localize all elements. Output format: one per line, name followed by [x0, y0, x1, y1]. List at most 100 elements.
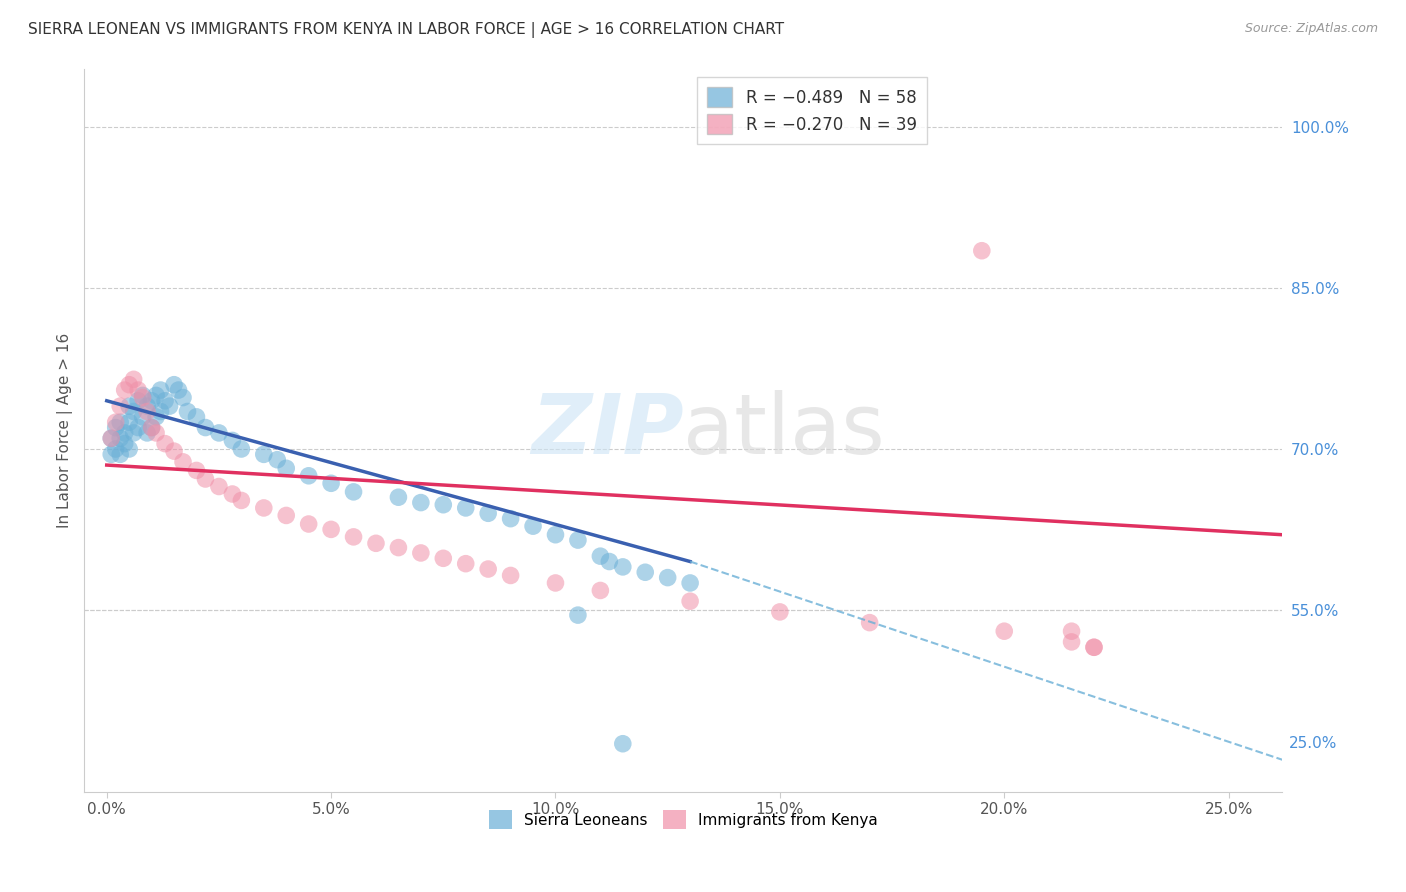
Y-axis label: In Labor Force | Age > 16: In Labor Force | Age > 16	[58, 333, 73, 528]
Point	[145, 425, 167, 440]
Text: SIERRA LEONEAN VS IMMIGRANTS FROM KENYA IN LABOR FORCE | AGE > 16 CORRELATION CH: SIERRA LEONEAN VS IMMIGRANTS FROM KENYA …	[28, 22, 785, 38]
Point	[342, 530, 364, 544]
Point	[477, 562, 499, 576]
Point	[159, 399, 181, 413]
Point	[136, 404, 159, 418]
Point	[298, 468, 321, 483]
Point	[194, 472, 217, 486]
Point	[136, 425, 159, 440]
Point	[679, 576, 702, 591]
Point	[208, 479, 231, 493]
Point	[145, 388, 167, 402]
Point	[172, 391, 194, 405]
Point	[172, 455, 194, 469]
Point	[253, 447, 276, 461]
Point	[454, 500, 477, 515]
Point	[454, 557, 477, 571]
Point	[342, 484, 364, 499]
Text: 25.0%: 25.0%	[1288, 736, 1337, 751]
Legend: Sierra Leoneans, Immigrants from Kenya: Sierra Leoneans, Immigrants from Kenya	[482, 804, 884, 835]
Point	[231, 493, 253, 508]
Point	[108, 447, 131, 461]
Point	[163, 377, 186, 392]
Point	[153, 393, 176, 408]
Point	[131, 409, 153, 424]
Point	[1083, 640, 1105, 655]
Point	[186, 409, 208, 424]
Point	[598, 555, 620, 569]
Point	[186, 463, 208, 477]
Point	[114, 436, 136, 450]
Point	[276, 508, 298, 523]
Point	[118, 377, 141, 392]
Point	[387, 541, 409, 555]
Point	[141, 420, 163, 434]
Point	[522, 519, 544, 533]
Point	[167, 383, 190, 397]
Point	[108, 431, 131, 445]
Point	[499, 511, 522, 525]
Point	[387, 490, 409, 504]
Point	[176, 404, 198, 418]
Point	[276, 461, 298, 475]
Point	[100, 447, 122, 461]
Point	[769, 605, 792, 619]
Point	[253, 500, 276, 515]
Point	[409, 495, 432, 509]
Point	[145, 409, 167, 424]
Point	[477, 506, 499, 520]
Point	[567, 608, 589, 623]
Point	[1060, 624, 1083, 639]
Text: Source: ZipAtlas.com: Source: ZipAtlas.com	[1244, 22, 1378, 36]
Point	[122, 425, 145, 440]
Point	[589, 549, 612, 564]
Point	[127, 383, 149, 397]
Point	[108, 415, 131, 429]
Point	[634, 566, 657, 580]
Point	[208, 425, 231, 440]
Point	[221, 434, 243, 448]
Point	[589, 583, 612, 598]
Point	[432, 551, 454, 566]
Point	[612, 560, 634, 574]
Point	[319, 522, 342, 536]
Point	[993, 624, 1015, 639]
Point	[149, 383, 172, 397]
Point	[679, 594, 702, 608]
Point	[221, 487, 243, 501]
Text: atlas: atlas	[683, 390, 886, 471]
Point	[163, 444, 186, 458]
Point	[118, 399, 141, 413]
Point	[118, 442, 141, 456]
Point	[319, 476, 342, 491]
Point	[1083, 640, 1105, 655]
Point	[131, 388, 153, 402]
Point	[114, 383, 136, 397]
Point	[567, 533, 589, 547]
Point	[499, 568, 522, 582]
Point	[100, 431, 122, 445]
Point	[657, 571, 679, 585]
Point	[153, 436, 176, 450]
Point	[104, 442, 127, 456]
Point	[141, 420, 163, 434]
Point	[131, 391, 153, 405]
Point	[122, 372, 145, 386]
Point	[970, 244, 993, 258]
Point	[127, 393, 149, 408]
Point	[409, 546, 432, 560]
Point	[108, 399, 131, 413]
Point	[612, 737, 634, 751]
Point	[104, 420, 127, 434]
Point	[859, 615, 882, 630]
Text: ZIP: ZIP	[530, 390, 683, 471]
Point	[118, 415, 141, 429]
Point	[432, 498, 454, 512]
Point	[544, 527, 567, 541]
Point	[364, 536, 387, 550]
Point	[194, 420, 217, 434]
Point	[266, 452, 288, 467]
Point	[149, 404, 172, 418]
Point	[114, 425, 136, 440]
Point	[127, 420, 149, 434]
